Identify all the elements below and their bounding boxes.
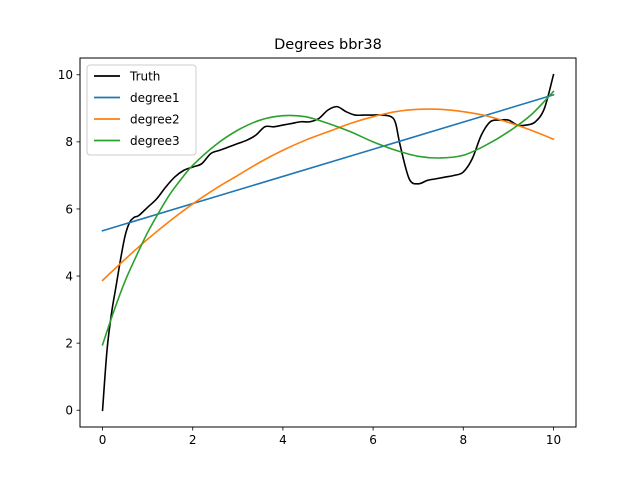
y-tick-label: 0 bbox=[65, 404, 73, 418]
x-axis-ticks: 0 2 4 6 8 10 bbox=[99, 427, 561, 447]
x-tick-label: 8 bbox=[459, 433, 467, 447]
x-tick-label: 2 bbox=[189, 433, 197, 447]
series-line-degree3 bbox=[101, 90, 555, 346]
chart-title: Degrees bbr38 bbox=[274, 37, 382, 53]
y-tick-label: 4 bbox=[65, 269, 73, 283]
legend: Truth degree1 degree2 degree3 bbox=[86, 64, 197, 156]
y-tick-label: 8 bbox=[65, 135, 73, 149]
legend-label-truth: Truth bbox=[129, 69, 160, 83]
legend-label-degree1: degree1 bbox=[130, 91, 180, 105]
legend-label-degree3: degree3 bbox=[130, 134, 180, 148]
series-line-truth bbox=[101, 73, 555, 412]
x-tick-label: 0 bbox=[99, 433, 107, 447]
series-line-degree2 bbox=[101, 108, 555, 282]
y-axis-ticks: 0 2 4 6 8 10 bbox=[58, 68, 80, 418]
legend-box bbox=[86, 64, 197, 156]
series-line-degree1 bbox=[101, 93, 555, 232]
plot-frame bbox=[79, 57, 577, 428]
y-tick-label: 2 bbox=[65, 336, 73, 350]
series-layer bbox=[101, 73, 555, 412]
y-tick-label: 6 bbox=[65, 202, 73, 216]
x-tick-label: 4 bbox=[279, 433, 287, 447]
x-tick-label: 6 bbox=[369, 433, 377, 447]
legend-label-degree2: degree2 bbox=[130, 112, 180, 126]
y-tick-label: 10 bbox=[58, 68, 73, 82]
x-tick-label: 10 bbox=[546, 433, 561, 447]
